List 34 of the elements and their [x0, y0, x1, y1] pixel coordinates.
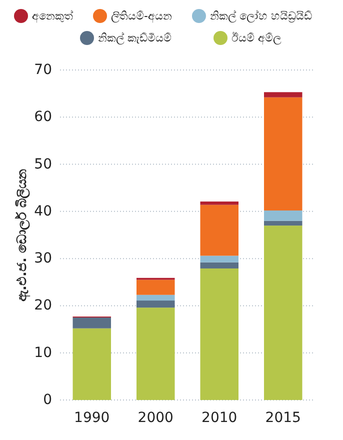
y-tick-label: 70: [34, 62, 52, 78]
y-tick-label: 60: [34, 109, 52, 126]
bar: [200, 256, 238, 262]
legend-label: නිකල් කැඩ්මියම්: [98, 30, 172, 46]
y-tick-label: 40: [34, 203, 52, 220]
legend-label: අනෙකුත්: [32, 8, 73, 24]
bar: [200, 268, 238, 400]
legend-label: නිකල් ලෝහ හයිඩ්‍රයිඩ්: [210, 8, 312, 24]
bar: [72, 318, 111, 328]
x-tick-label: 2015: [265, 410, 301, 426]
x-tick-label: 2000: [138, 410, 174, 426]
x-tick-label: 2010: [202, 410, 238, 426]
y-tick-label: 0: [43, 392, 52, 408]
bar: [136, 300, 175, 308]
bar: [264, 210, 302, 221]
bar: [200, 262, 238, 268]
y-tick-label: 20: [34, 298, 52, 314]
y-tick-label: 10: [34, 344, 52, 361]
bar: [136, 294, 175, 301]
bar: [264, 226, 302, 400]
x-tick-label: 1990: [74, 410, 110, 426]
bar: [136, 280, 175, 295]
bar: [200, 202, 238, 205]
bar: [264, 220, 302, 226]
bar: [264, 97, 302, 210]
y-tick-label: 30: [34, 250, 52, 267]
y-tick-label: 50: [34, 156, 52, 172]
bar: [200, 204, 238, 256]
bar: [72, 328, 111, 400]
y-axis-title: ඇ.එ.ජ. ඩොලර් බිලියන: [14, 168, 31, 302]
bar: [264, 92, 302, 98]
legend-label: ලිතියම්-අයන: [111, 10, 172, 24]
legend-label: ඊයම් අම්ල: [232, 32, 282, 46]
bar: [136, 308, 175, 400]
